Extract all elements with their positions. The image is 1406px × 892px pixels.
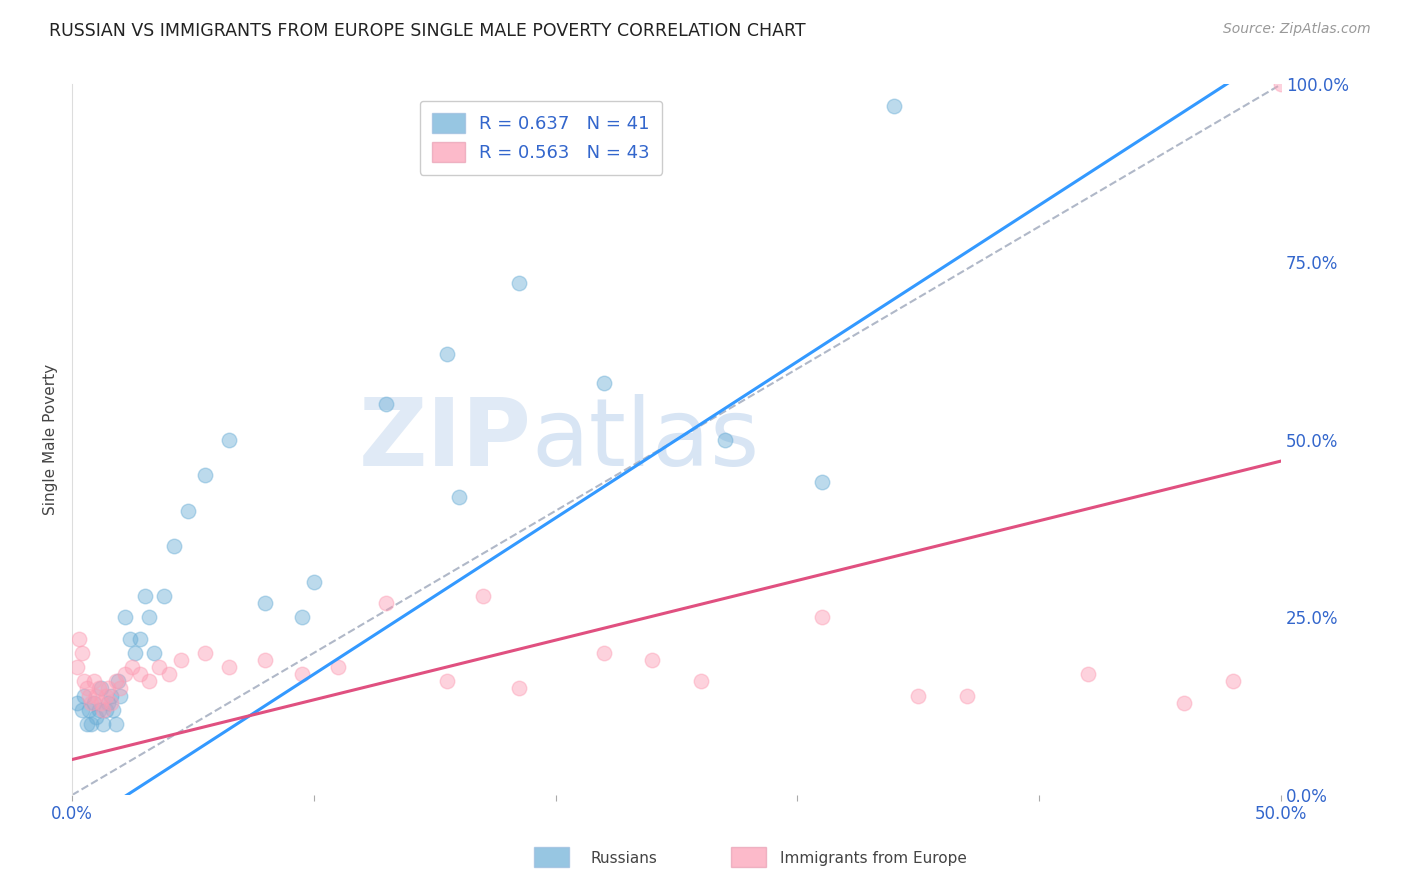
- Point: [593, 646, 616, 660]
- Point: [138, 674, 160, 689]
- Point: [138, 610, 160, 624]
- Point: [194, 646, 217, 660]
- Point: [77, 703, 100, 717]
- Point: [1076, 667, 1098, 681]
- Point: [128, 632, 150, 646]
- Point: [110, 681, 132, 696]
- Point: [883, 99, 905, 113]
- Point: [114, 610, 136, 624]
- Point: [1270, 78, 1292, 92]
- Point: [84, 710, 107, 724]
- Point: [93, 703, 115, 717]
- Point: [254, 653, 277, 667]
- Point: [83, 674, 105, 689]
- Y-axis label: Single Male Poverty: Single Male Poverty: [44, 364, 58, 516]
- Point: [87, 703, 110, 717]
- Text: Immigrants from Europe: Immigrants from Europe: [780, 851, 967, 865]
- Point: [170, 653, 193, 667]
- Point: [70, 646, 93, 660]
- Point: [124, 646, 146, 660]
- Point: [436, 674, 458, 689]
- Point: [114, 667, 136, 681]
- Point: [194, 468, 217, 483]
- Point: [87, 681, 110, 696]
- Point: [77, 689, 100, 703]
- Legend: R = 0.637   N = 41, R = 0.563   N = 43: R = 0.637 N = 41, R = 0.563 N = 43: [419, 101, 662, 175]
- Point: [90, 696, 112, 710]
- Point: [177, 504, 200, 518]
- Point: [76, 717, 98, 731]
- Point: [76, 681, 98, 696]
- Point: [80, 717, 103, 731]
- Point: [104, 674, 127, 689]
- Point: [143, 646, 166, 660]
- Point: [107, 674, 129, 689]
- Point: [162, 539, 184, 553]
- Point: [97, 681, 120, 696]
- Point: [810, 475, 832, 490]
- Point: [375, 397, 398, 411]
- Point: [94, 689, 117, 703]
- Point: [447, 490, 470, 504]
- Point: [956, 689, 979, 703]
- Point: [73, 689, 96, 703]
- Point: [90, 681, 112, 696]
- Point: [436, 347, 458, 361]
- Point: [689, 674, 711, 689]
- Text: RUSSIAN VS IMMIGRANTS FROM EUROPE SINGLE MALE POVERTY CORRELATION CHART: RUSSIAN VS IMMIGRANTS FROM EUROPE SINGLE…: [49, 22, 806, 40]
- Point: [148, 660, 170, 674]
- Point: [375, 596, 398, 610]
- Point: [83, 696, 105, 710]
- Point: [66, 696, 89, 710]
- Point: [128, 667, 150, 681]
- Point: [508, 277, 530, 291]
- Point: [1222, 674, 1244, 689]
- Point: [218, 433, 240, 447]
- Point: [66, 660, 89, 674]
- Point: [84, 689, 107, 703]
- Point: [101, 703, 124, 717]
- Point: [291, 610, 314, 624]
- Point: [121, 660, 143, 674]
- Point: [326, 660, 349, 674]
- Point: [472, 589, 495, 603]
- Point: [97, 696, 120, 710]
- Text: atlas: atlas: [531, 393, 759, 486]
- Point: [80, 696, 103, 710]
- Point: [100, 696, 122, 710]
- Point: [118, 632, 141, 646]
- Point: [100, 689, 122, 703]
- Point: [67, 632, 90, 646]
- Text: ZIP: ZIP: [359, 393, 531, 486]
- Text: Source: ZipAtlas.com: Source: ZipAtlas.com: [1223, 22, 1371, 37]
- Point: [714, 433, 737, 447]
- Point: [254, 596, 277, 610]
- Point: [907, 689, 929, 703]
- Point: [302, 574, 325, 589]
- Text: Russians: Russians: [591, 851, 658, 865]
- Point: [157, 667, 180, 681]
- Point: [70, 703, 93, 717]
- Point: [291, 667, 314, 681]
- Point: [104, 717, 127, 731]
- Point: [73, 674, 96, 689]
- Point: [810, 610, 832, 624]
- Point: [94, 703, 117, 717]
- Point: [593, 376, 616, 390]
- Point: [153, 589, 176, 603]
- Point: [1173, 696, 1195, 710]
- Point: [508, 681, 530, 696]
- Point: [134, 589, 156, 603]
- Point: [641, 653, 664, 667]
- Point: [218, 660, 240, 674]
- Point: [110, 689, 132, 703]
- Point: [93, 717, 115, 731]
